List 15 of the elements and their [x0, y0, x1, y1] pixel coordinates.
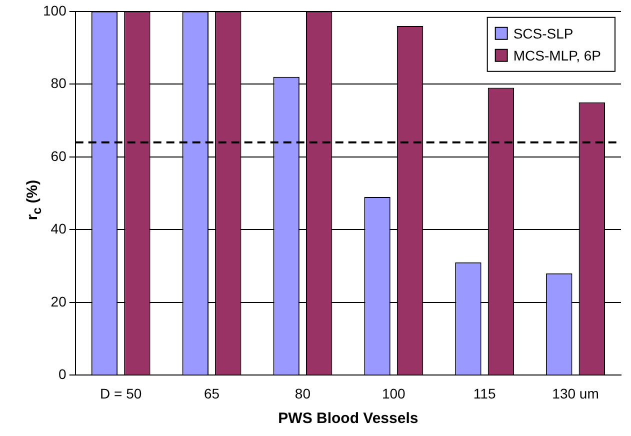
x-tick-label: 115 [473, 385, 496, 402]
x-tick-label: 65 [204, 385, 220, 402]
y-tick-label: 80 [50, 75, 67, 92]
x-tick-label: 100 [382, 385, 406, 402]
x-tick-label: 130 um [552, 385, 599, 402]
y-tick-label: 0 [58, 366, 67, 382]
x-tick-label: 80 [294, 385, 311, 402]
y-tick-label: 40 [50, 220, 67, 237]
legend-label: MCS-MLP, 6P [513, 47, 602, 64]
x-axis-title: PWS Blood Vessels [278, 410, 418, 428]
legend-label: SCS-SLP [513, 25, 574, 42]
y-tick-label: 60 [50, 148, 67, 164]
y-tick-label: 20 [50, 293, 67, 310]
y-tick-label: 100 [43, 2, 67, 18]
x-tick-label: D = 50 [100, 385, 142, 402]
